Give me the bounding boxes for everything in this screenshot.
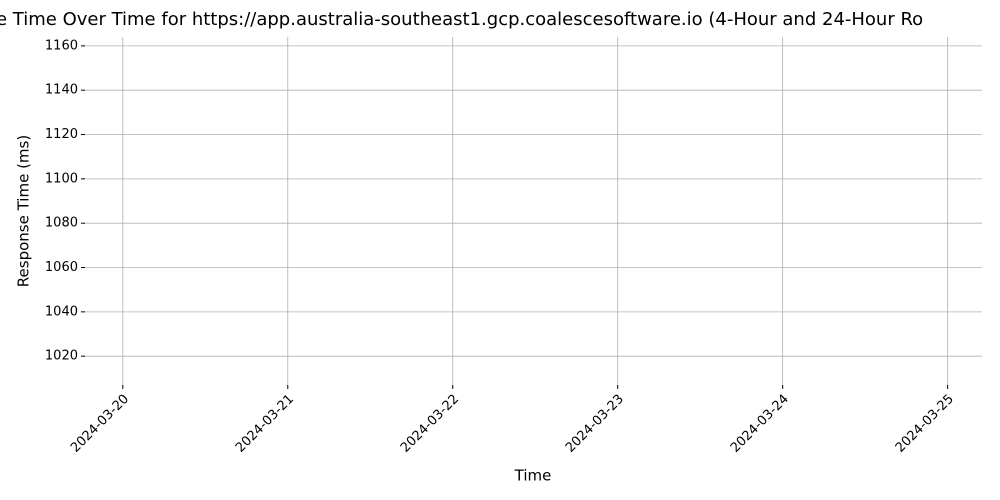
x-tick-label: 2024-03-24 xyxy=(728,392,792,456)
x-tick-label: 2024-03-22 xyxy=(398,392,462,456)
y-tick-label: 1100 xyxy=(45,171,78,186)
y-tick-label: 1040 xyxy=(45,304,78,319)
x-tick-label: 2024-03-25 xyxy=(893,392,957,456)
y-tick-label: 1120 xyxy=(45,127,78,142)
x-tick-label: 2024-03-23 xyxy=(563,392,627,456)
grid xyxy=(85,37,982,385)
x-tick-label: 2024-03-21 xyxy=(233,392,297,456)
y-axis-label: Response Time (ms) xyxy=(15,135,33,287)
x-tick-label: 2024-03-20 xyxy=(68,392,132,456)
y-tick-label: 1140 xyxy=(45,83,78,98)
y-tick-label: 1080 xyxy=(45,216,78,231)
y-tick-label: 1060 xyxy=(45,260,78,275)
y-tick-label: 1160 xyxy=(45,38,78,53)
y-tick-label: 1020 xyxy=(45,349,78,364)
chart-title: e Time Over Time for https://app.austral… xyxy=(0,9,923,30)
x-axis-label: Time xyxy=(514,467,552,485)
